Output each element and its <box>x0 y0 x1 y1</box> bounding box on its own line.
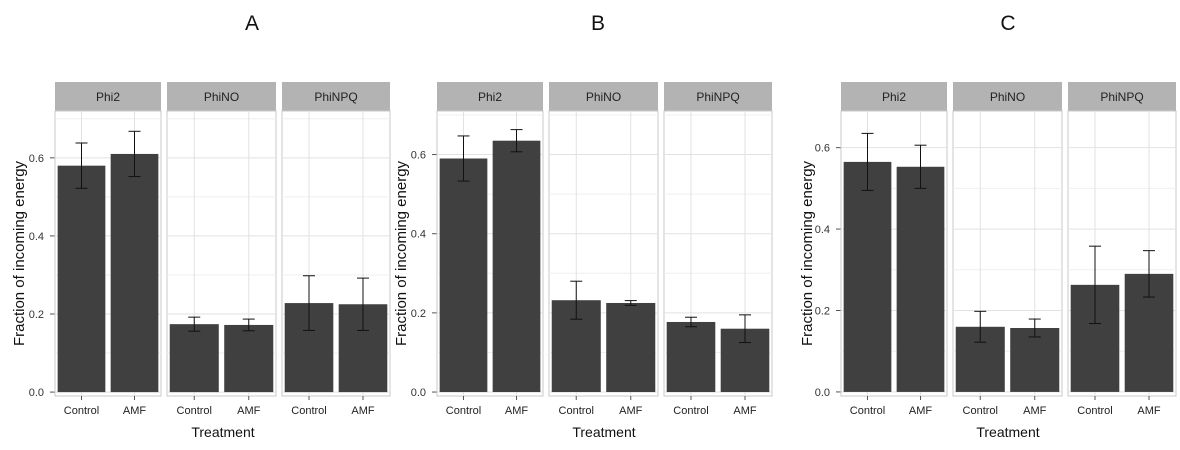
y-axis-label: Fraction of incoming energy <box>799 160 816 346</box>
bar <box>896 166 945 392</box>
facet-strip-label: PhiNPQ <box>1100 90 1143 104</box>
chart-title: B <box>591 12 605 35</box>
x-tick-label: Control <box>963 405 998 417</box>
facet-strip <box>1068 82 1176 111</box>
y-tick-label: 0.2 <box>411 308 426 320</box>
bar <box>666 321 716 393</box>
x-tick-label: Control <box>850 405 885 417</box>
x-axis-label: Treatment <box>191 424 254 440</box>
chart-C: C Fraction of incoming energy 0.0 0.2 0.4 0.6… <box>799 12 1177 440</box>
x-tick-label: AMF <box>123 405 147 417</box>
facet-Phi2: Phi2 Control AMF <box>840 82 948 417</box>
facet-PhiNPQ: PhiNPQ Control AMF <box>1067 82 1177 417</box>
bar <box>492 140 541 393</box>
y-axis-label: Fraction of incoming energy <box>11 160 28 346</box>
bar <box>110 153 159 393</box>
chart-A: A Fraction of incoming energy 0.0 0.2 0.4 0.6… <box>11 12 391 440</box>
facet-strip-label: PhiNPQ <box>314 90 357 104</box>
facet-strip <box>437 82 543 111</box>
y-tick-label: 0.2 <box>815 306 830 318</box>
bar <box>606 302 656 393</box>
x-axis-label: Treatment <box>976 424 1039 440</box>
bar <box>439 158 488 393</box>
facet-strip-label: Phi2 <box>882 90 906 104</box>
facet-strip <box>167 82 276 111</box>
x-tick-label: Control <box>1077 405 1112 417</box>
x-tick-label: Control <box>446 405 481 417</box>
bar <box>169 324 219 393</box>
y-tick-label: 0.4 <box>411 229 426 241</box>
bar <box>57 165 106 393</box>
x-tick-label: AMF <box>1137 405 1161 417</box>
x-tick-label: AMF <box>351 405 375 417</box>
facet-strip <box>664 82 772 111</box>
facet-strip <box>841 82 947 111</box>
facet-PhiNO: PhiNO Control AMF <box>548 82 659 417</box>
facet-strip-label: PhiNO <box>990 90 1025 104</box>
bar <box>1010 328 1060 392</box>
facet-strip <box>282 82 390 111</box>
y-tick-label: 0.0 <box>29 387 44 399</box>
x-tick-label: Control <box>673 405 708 417</box>
y-tick-label: 0.0 <box>411 387 426 399</box>
x-tick-label: Control <box>177 405 212 417</box>
y-tick-label: 0.6 <box>815 143 830 155</box>
y-tick-label: 0.4 <box>29 231 44 243</box>
y-tick-label: 0.2 <box>29 309 44 321</box>
bar <box>224 324 274 393</box>
facet-strip-label: Phi2 <box>478 90 502 104</box>
x-axis-label: Treatment <box>572 424 635 440</box>
facet-strip <box>549 82 658 111</box>
facet-PhiNPQ: PhiNPQ Control AMF <box>281 82 391 417</box>
y-axis-label: Fraction of incoming energy <box>393 160 410 346</box>
x-tick-label: Control <box>559 405 594 417</box>
x-tick-label: AMF <box>619 405 643 417</box>
facet-strip-label: PhiNO <box>586 90 621 104</box>
chart-title: A <box>245 12 259 35</box>
facet-Phi2: Phi2 Control AMF <box>54 82 162 417</box>
facet-PhiNO: PhiNO Control AMF <box>952 82 1063 417</box>
y-tick-label: 0.4 <box>815 224 830 236</box>
y-tick-label: 0.0 <box>815 387 830 399</box>
chart-B: B Fraction of incoming energy 0.0 0.2 0.4 0.6… <box>393 12 773 440</box>
facet-strip <box>55 82 161 111</box>
facet-PhiNO: PhiNO Control AMF <box>166 82 277 417</box>
x-tick-label: AMF <box>1023 405 1047 417</box>
bar <box>843 161 892 392</box>
facet-PhiNPQ: PhiNPQ Control AMF <box>663 82 773 417</box>
x-tick-label: Control <box>64 405 99 417</box>
x-tick-label: AMF <box>505 405 529 417</box>
x-tick-label: Control <box>291 405 326 417</box>
facet-strip-label: Phi2 <box>96 90 120 104</box>
facet-strip <box>953 82 1062 111</box>
facet-strip-label: PhiNPQ <box>696 90 739 104</box>
y-tick-label: 0.6 <box>411 150 426 162</box>
facet-strip-label: PhiNO <box>204 90 239 104</box>
y-tick-label: 0.6 <box>29 153 44 165</box>
x-tick-label: AMF <box>733 405 757 417</box>
x-tick-label: AMF <box>237 405 261 417</box>
x-tick-label: AMF <box>909 405 933 417</box>
facet-Phi2: Phi2 Control AMF <box>436 82 544 417</box>
chart-title: C <box>1000 12 1015 35</box>
